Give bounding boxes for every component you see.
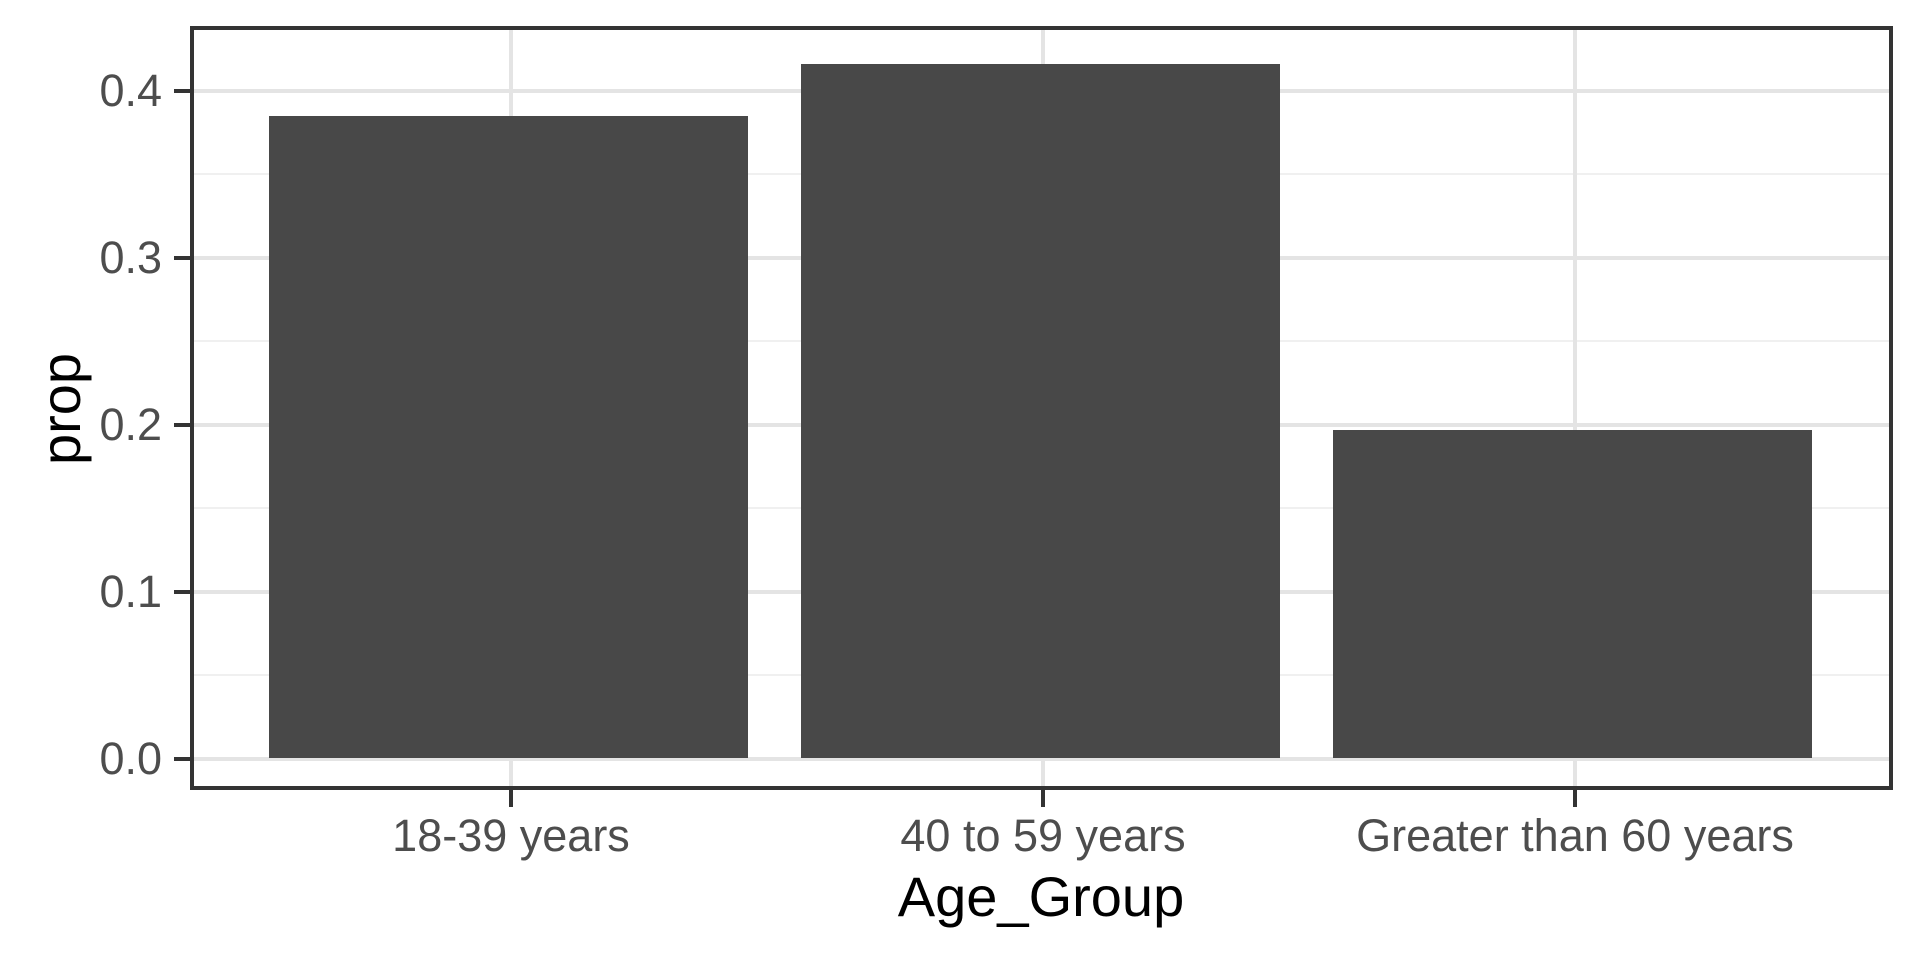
gridline-major-v-cat3	[1573, 30, 1577, 788]
x-axis-tick-cat2	[1041, 790, 1045, 807]
y-axis-tick-0.4	[174, 89, 192, 93]
x-tick-label: Greater than 60 years	[1356, 810, 1794, 861]
y-axis-tick-0.1	[174, 590, 192, 594]
y-tick-label: 0.1	[99, 566, 162, 617]
x-axis-title: Age_Group	[897, 865, 1185, 928]
y-axis-tick-0.2	[174, 423, 192, 427]
x-tick-label: 40 to 59 years	[900, 810, 1186, 861]
x-tick-label: 18-39 years	[392, 810, 630, 861]
x-axis-tick-cat3	[1573, 790, 1577, 807]
bar-18-39-years	[269, 116, 748, 758]
bar-greater-than-60-years	[1333, 430, 1812, 758]
y-axis-title: prop	[29, 352, 92, 466]
y-axis-tick-0.0	[174, 757, 192, 761]
y-axis-tick-0.3	[174, 256, 192, 260]
bar-40-to-59-years	[801, 64, 1280, 758]
y-tick-label: 0.4	[99, 65, 162, 116]
x-axis-tick-cat1	[509, 790, 513, 807]
y-tick-label: 0.2	[99, 399, 162, 450]
y-tick-label: 0.0	[99, 733, 162, 784]
y-tick-label: 0.3	[99, 232, 162, 283]
